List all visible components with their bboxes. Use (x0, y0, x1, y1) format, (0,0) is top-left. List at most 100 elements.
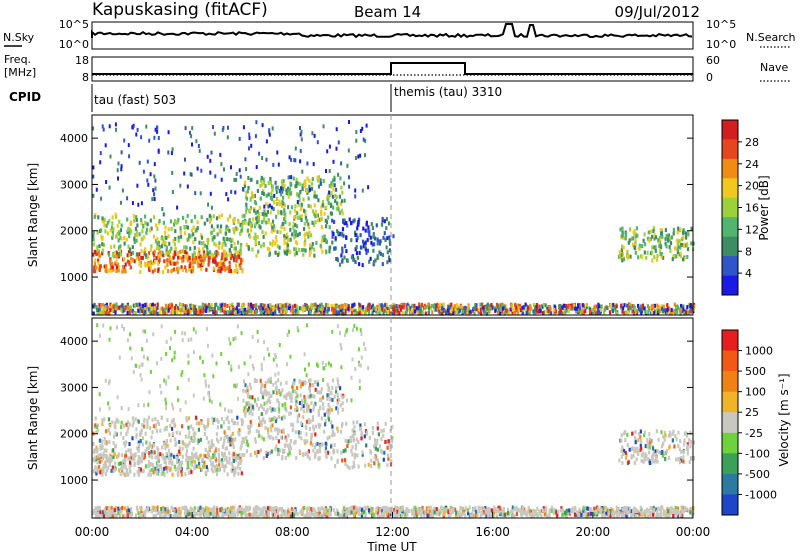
velocity-cell (187, 434, 190, 439)
velocity-cell (227, 426, 230, 430)
power-cell (341, 246, 344, 251)
power-cell (202, 241, 205, 245)
power-cell (135, 302, 138, 307)
power-cell (314, 209, 317, 214)
power-cell (233, 246, 236, 251)
velocity-cell (293, 389, 296, 394)
velocity-cell (227, 514, 230, 519)
velocity-cell (670, 510, 673, 515)
power-cell (529, 306, 533, 311)
velocity-cell (203, 427, 206, 431)
velocity-cell (309, 378, 312, 383)
power-cell (359, 153, 362, 158)
velocity-cell (387, 453, 390, 458)
velocity-cell (231, 453, 234, 458)
power-cell (136, 233, 139, 237)
velocity-cell (247, 394, 250, 399)
power-cell (149, 218, 152, 223)
velocity-cell (306, 439, 309, 444)
noise-left-tick-top: 10^5 (59, 18, 89, 31)
power-cell (199, 263, 202, 268)
power-cell (600, 307, 603, 312)
power-cell (661, 234, 664, 239)
velocity-cell (192, 446, 195, 451)
power-cell (101, 237, 104, 242)
velocity-cell (169, 423, 172, 428)
power-cell (162, 220, 165, 225)
power-cell (686, 255, 689, 259)
power-cell (299, 132, 302, 137)
velocity-cell (117, 419, 120, 424)
velocity-cell (429, 513, 432, 518)
power-cell (92, 252, 95, 257)
power-cell (215, 253, 218, 258)
power-cell (633, 311, 636, 316)
power-cell (381, 262, 384, 267)
power-cell (209, 170, 212, 175)
power-cell (152, 251, 155, 256)
power-cell (342, 233, 345, 238)
power-cell (197, 264, 200, 269)
velocity-cell (96, 468, 99, 473)
power-cell (370, 305, 373, 310)
power-cell (107, 269, 110, 274)
power-data-layer (92, 120, 696, 316)
velocity-cell (203, 460, 206, 465)
power-cell (109, 154, 112, 159)
velocity-cell (213, 505, 216, 510)
velocity-cell (152, 467, 155, 472)
power-cell (111, 308, 114, 313)
velocity-cell (107, 428, 110, 433)
power-cell (177, 307, 180, 312)
velocity-cell (162, 441, 166, 446)
power-cell (263, 209, 266, 214)
power-cell (185, 251, 188, 256)
velocity-cell (659, 507, 662, 511)
power-cell (372, 234, 375, 239)
velocity-cell (312, 407, 315, 412)
velocity-cell (192, 439, 195, 443)
velocity-cell (226, 459, 229, 464)
velocity-cell (234, 454, 237, 459)
velocity-cell (249, 385, 252, 390)
power-cell (435, 303, 438, 308)
power-cell (261, 308, 265, 313)
velocity-cell (267, 434, 270, 439)
velocity-cell (296, 415, 299, 420)
power-cell (258, 151, 261, 156)
power-cell (188, 264, 191, 269)
velocity-cell (363, 434, 366, 439)
power-cell (386, 310, 389, 314)
power-cell (120, 200, 122, 205)
power-cell (585, 303, 588, 307)
power-cell (503, 305, 506, 310)
power-cell (176, 266, 179, 271)
velocity-cell (341, 395, 344, 400)
velocity-cell (254, 437, 257, 442)
velocity-cell (171, 472, 174, 477)
velocity-cell (236, 456, 239, 461)
power-cell (213, 235, 216, 240)
power-cell (98, 253, 101, 257)
power-cell (153, 303, 156, 308)
power-cell (255, 309, 258, 314)
power-cell (273, 200, 276, 205)
velocity-cell (590, 507, 593, 512)
power-cell (217, 268, 220, 273)
velocity-cell (623, 506, 626, 511)
velocity-cell (112, 455, 115, 460)
power-cell (273, 224, 276, 229)
velocity-cell (552, 511, 555, 516)
power-cell (629, 303, 632, 308)
power-cell (567, 309, 570, 313)
power-cell (269, 210, 272, 215)
power-cell (261, 230, 264, 235)
power-cell (194, 228, 197, 233)
power-cell (651, 234, 654, 239)
power-cell (337, 172, 340, 177)
velocity-cell (307, 406, 310, 411)
power-cell (206, 154, 209, 159)
velocity-cell (545, 514, 549, 518)
power-cell (372, 308, 376, 313)
velocity-cell (252, 507, 255, 512)
